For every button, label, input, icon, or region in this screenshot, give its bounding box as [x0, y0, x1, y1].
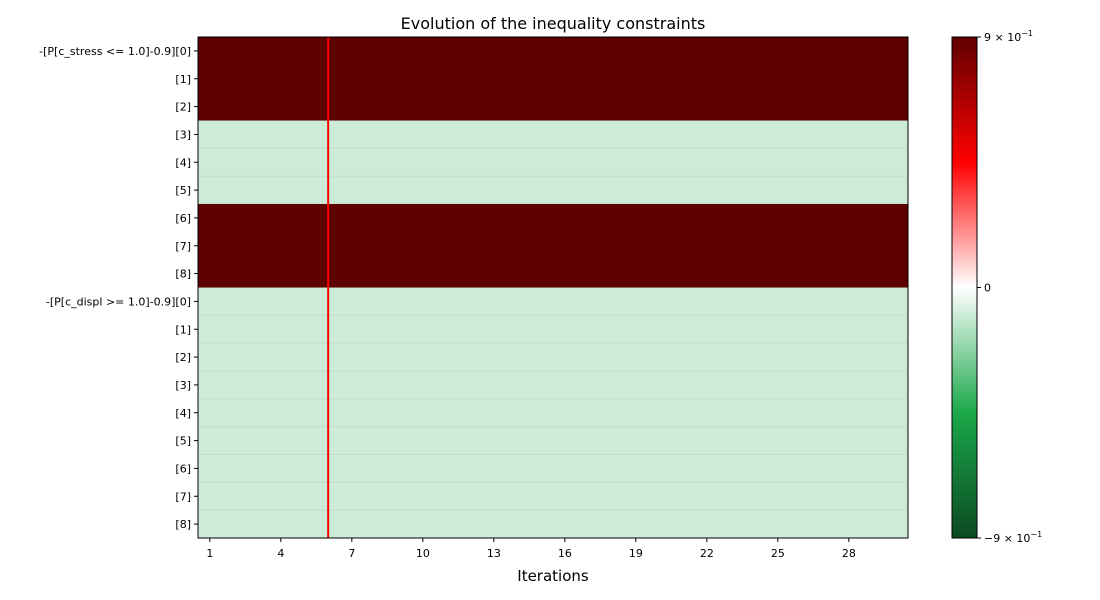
x-tick-label: 13: [487, 547, 501, 560]
y-tick-label: [3]: [175, 128, 191, 141]
heatmap-row-8: [198, 259, 908, 288]
x-tick-label: 19: [629, 547, 643, 560]
y-tick-label: [4]: [175, 156, 191, 169]
y-tick-label: -[P[c_stress <= 1.0]-0.9][0]: [39, 45, 191, 58]
colorbar: 9 × 10−10−9 × 10−1: [951, 29, 1042, 545]
y-tick-label: [5]: [175, 435, 191, 448]
heatmap-row-17: [198, 510, 908, 539]
x-axis-label: Iterations: [517, 567, 589, 585]
x-tick-label: 22: [700, 547, 714, 560]
y-tick-label: [1]: [175, 73, 191, 86]
heatmap-row-4: [198, 148, 908, 177]
chart-title: Evolution of the inequality constraints: [401, 14, 706, 33]
x-tick-label: 25: [771, 547, 785, 560]
colorbar-tick-label: 0: [984, 282, 991, 295]
x-tick-label: 16: [558, 547, 572, 560]
y-tick-label: [5]: [175, 184, 191, 197]
y-tick-label: [6]: [175, 462, 191, 475]
y-tick-label: [1]: [175, 323, 191, 336]
y-axis-ticks: -[P[c_stress <= 1.0]-0.9][0] [1] [2] [3] [4]…: [39, 45, 198, 531]
heatmap-row-15: [198, 454, 908, 483]
heatmap-row-5: [198, 176, 908, 205]
heatmap-row-6: [198, 204, 908, 233]
x-tick-label: 7: [348, 547, 355, 560]
colorbar-gradient: [951, 36, 978, 539]
y-tick-label: [7]: [175, 240, 191, 253]
heatmap-row-11: [198, 343, 908, 372]
heatmap-row-2: [198, 92, 908, 121]
x-axis-ticks: 1 4 7 10 13 16 19 22 25 28: [206, 538, 856, 560]
y-tick-label: [3]: [175, 379, 191, 392]
heatmap-row-12: [198, 371, 908, 400]
heatmap-row-7: [198, 231, 908, 261]
heatmap-row-13: [198, 398, 908, 428]
heatmap-row-1: [198, 64, 908, 94]
heatmap-row-10: [198, 315, 908, 344]
x-tick-label: 10: [416, 547, 430, 560]
y-tick-label: [2]: [175, 351, 191, 364]
y-tick-label: [4]: [175, 407, 191, 420]
y-tick-label: [6]: [175, 212, 191, 225]
colorbar-tick-base: 9 × 10: [984, 31, 1021, 44]
heatmap-row-14: [198, 426, 908, 455]
colorbar-tick-label: −9 × 10−1: [984, 530, 1042, 545]
heatmap-row-9: [198, 287, 908, 316]
y-tick-label: [2]: [175, 101, 191, 114]
heatmap-row-16: [198, 482, 908, 511]
colorbar-tick-base: −9 × 10: [984, 532, 1030, 545]
x-tick-label: 4: [277, 547, 284, 560]
heatmap-row-0: [198, 37, 908, 66]
heatmap-plot: [197, 36, 909, 539]
colorbar-tick-exp: −1: [1021, 29, 1033, 38]
y-tick-label: [8]: [175, 518, 191, 531]
x-tick-label: 28: [842, 547, 856, 560]
heatmap-row-3: [198, 120, 908, 149]
y-tick-label: [7]: [175, 490, 191, 503]
plot-frame: [197, 36, 909, 539]
colorbar-tick-exp: −1: [1030, 530, 1042, 539]
y-tick-label: [8]: [175, 268, 191, 281]
x-tick-label: 1: [206, 547, 213, 560]
colorbar-tick-label: 9 × 10−1: [984, 29, 1033, 44]
y-tick-label: -[P[c_displ >= 1.0]-0.9][0]: [46, 295, 191, 308]
